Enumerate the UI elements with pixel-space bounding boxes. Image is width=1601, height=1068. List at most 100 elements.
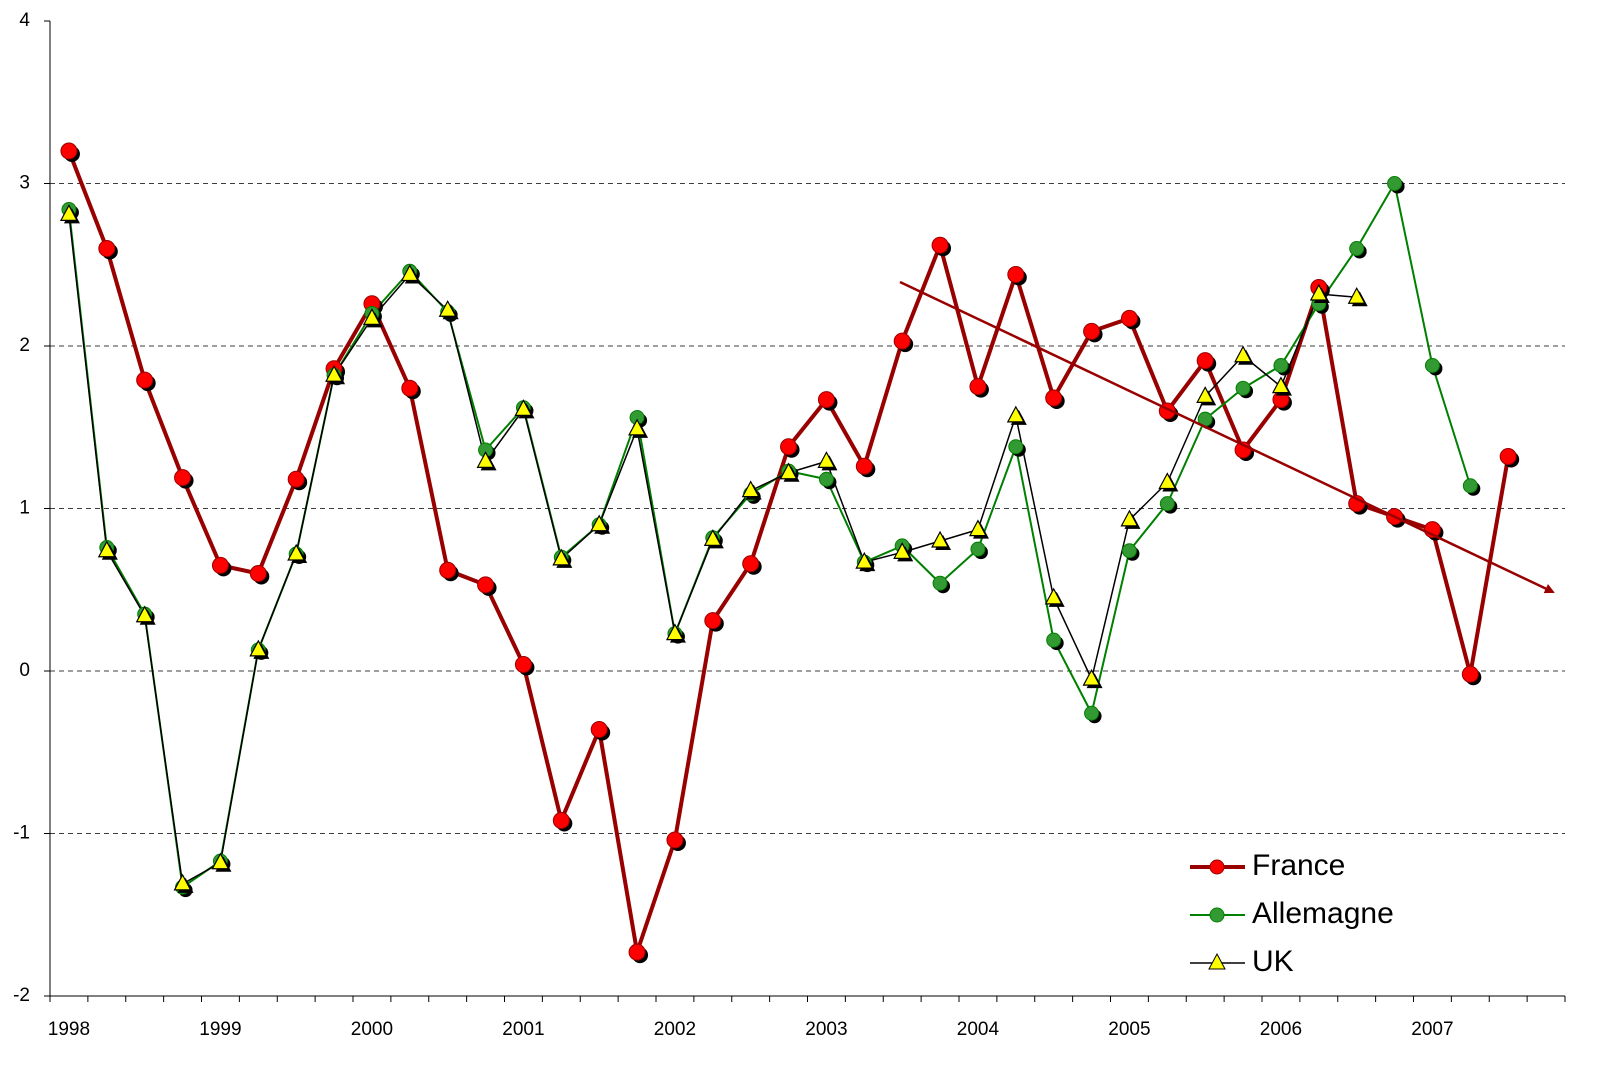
x-tick-label: 2002 — [654, 1019, 696, 1040]
y-tick-label: -1 — [13, 823, 30, 844]
legend-label: Allemagne — [1252, 897, 1394, 930]
marker — [439, 561, 457, 579]
marker — [438, 299, 457, 317]
marker — [1159, 496, 1175, 512]
marker — [931, 236, 949, 254]
series-line — [67, 182, 1472, 889]
marker — [932, 575, 948, 591]
marker — [211, 556, 229, 574]
marker — [1234, 345, 1253, 363]
marker — [969, 378, 987, 396]
marker — [1120, 509, 1139, 527]
marker — [1424, 358, 1440, 373]
marker — [249, 639, 268, 657]
marker — [1196, 386, 1215, 403]
marker — [174, 469, 192, 487]
marker — [968, 519, 987, 537]
marker — [136, 371, 154, 389]
x-tick-label: 2006 — [1260, 1019, 1302, 1040]
marker — [818, 471, 834, 487]
marker — [287, 543, 306, 561]
x-tick-label: 2005 — [1108, 1019, 1150, 1040]
y-tick-label: -2 — [13, 985, 30, 1006]
marker — [401, 379, 419, 397]
marker — [1461, 665, 1479, 683]
marker — [628, 418, 647, 436]
marker — [1084, 705, 1100, 721]
series-line — [67, 150, 1511, 955]
marker — [98, 240, 116, 257]
marker — [362, 308, 381, 325]
marker — [59, 204, 78, 221]
marker — [97, 540, 116, 558]
marker — [476, 451, 495, 468]
marker — [628, 943, 646, 961]
marker — [514, 656, 532, 673]
y-tick-label: 0 — [19, 660, 30, 681]
marker — [1273, 358, 1289, 373]
marker — [779, 462, 798, 480]
series-line — [68, 214, 1357, 885]
marker — [893, 542, 912, 559]
marker — [1387, 176, 1403, 191]
marker — [1083, 322, 1101, 340]
marker — [741, 480, 760, 498]
legend-label: France — [1252, 849, 1345, 882]
marker — [666, 831, 684, 849]
marker — [1309, 283, 1328, 301]
plot — [59, 142, 1520, 964]
marker — [590, 721, 608, 738]
marker — [1347, 286, 1366, 304]
marker — [855, 551, 874, 569]
x-tick-label: 1999 — [199, 1019, 241, 1040]
marker — [249, 565, 267, 582]
x-tick-label: 2001 — [502, 1019, 544, 1040]
marker — [742, 555, 760, 573]
marker — [1007, 266, 1025, 283]
marker — [1196, 352, 1214, 370]
marker — [135, 605, 154, 623]
marker — [400, 264, 419, 282]
marker — [1044, 587, 1063, 605]
x-tick-label: 2004 — [957, 1019, 1000, 1040]
marker — [817, 391, 835, 409]
marker — [1008, 439, 1024, 455]
marker — [1349, 241, 1365, 256]
marker — [552, 812, 570, 829]
grid: -2 -1 0 1 2 3 4 1998 1999 2000 2001 2002 2003 2004 200… — [13, 10, 1566, 1040]
y-tick-label: 3 — [19, 173, 30, 194]
trend-arrow — [899, 280, 1555, 594]
marker — [1271, 376, 1290, 394]
marker — [855, 457, 873, 475]
x-tick-label: 2007 — [1411, 1019, 1453, 1040]
x-tick-label: 1998 — [48, 1019, 90, 1040]
marker — [893, 332, 911, 350]
marker — [665, 623, 684, 641]
marker — [931, 530, 950, 548]
marker — [211, 852, 230, 870]
legend-label: UK — [1252, 945, 1294, 978]
marker — [173, 873, 192, 891]
marker — [514, 399, 533, 416]
marker — [704, 612, 722, 630]
marker — [1045, 389, 1063, 407]
legend-marker — [1209, 907, 1225, 923]
marker — [1082, 668, 1101, 686]
marker — [1006, 405, 1025, 423]
legend: France Allemagne UK — [1190, 849, 1394, 978]
marker — [817, 451, 836, 468]
y-tick-label: 2 — [19, 335, 30, 356]
marker — [780, 438, 798, 456]
marker — [60, 142, 78, 160]
marker — [1046, 632, 1062, 648]
x-tick-label: 2000 — [351, 1019, 393, 1040]
marker — [1499, 448, 1517, 465]
marker — [325, 364, 344, 382]
marker — [1121, 543, 1137, 559]
marker — [552, 548, 571, 566]
legend-marker — [1209, 859, 1225, 875]
marker — [970, 541, 986, 557]
y-tick-label: 1 — [19, 498, 30, 519]
marker — [1120, 309, 1138, 327]
